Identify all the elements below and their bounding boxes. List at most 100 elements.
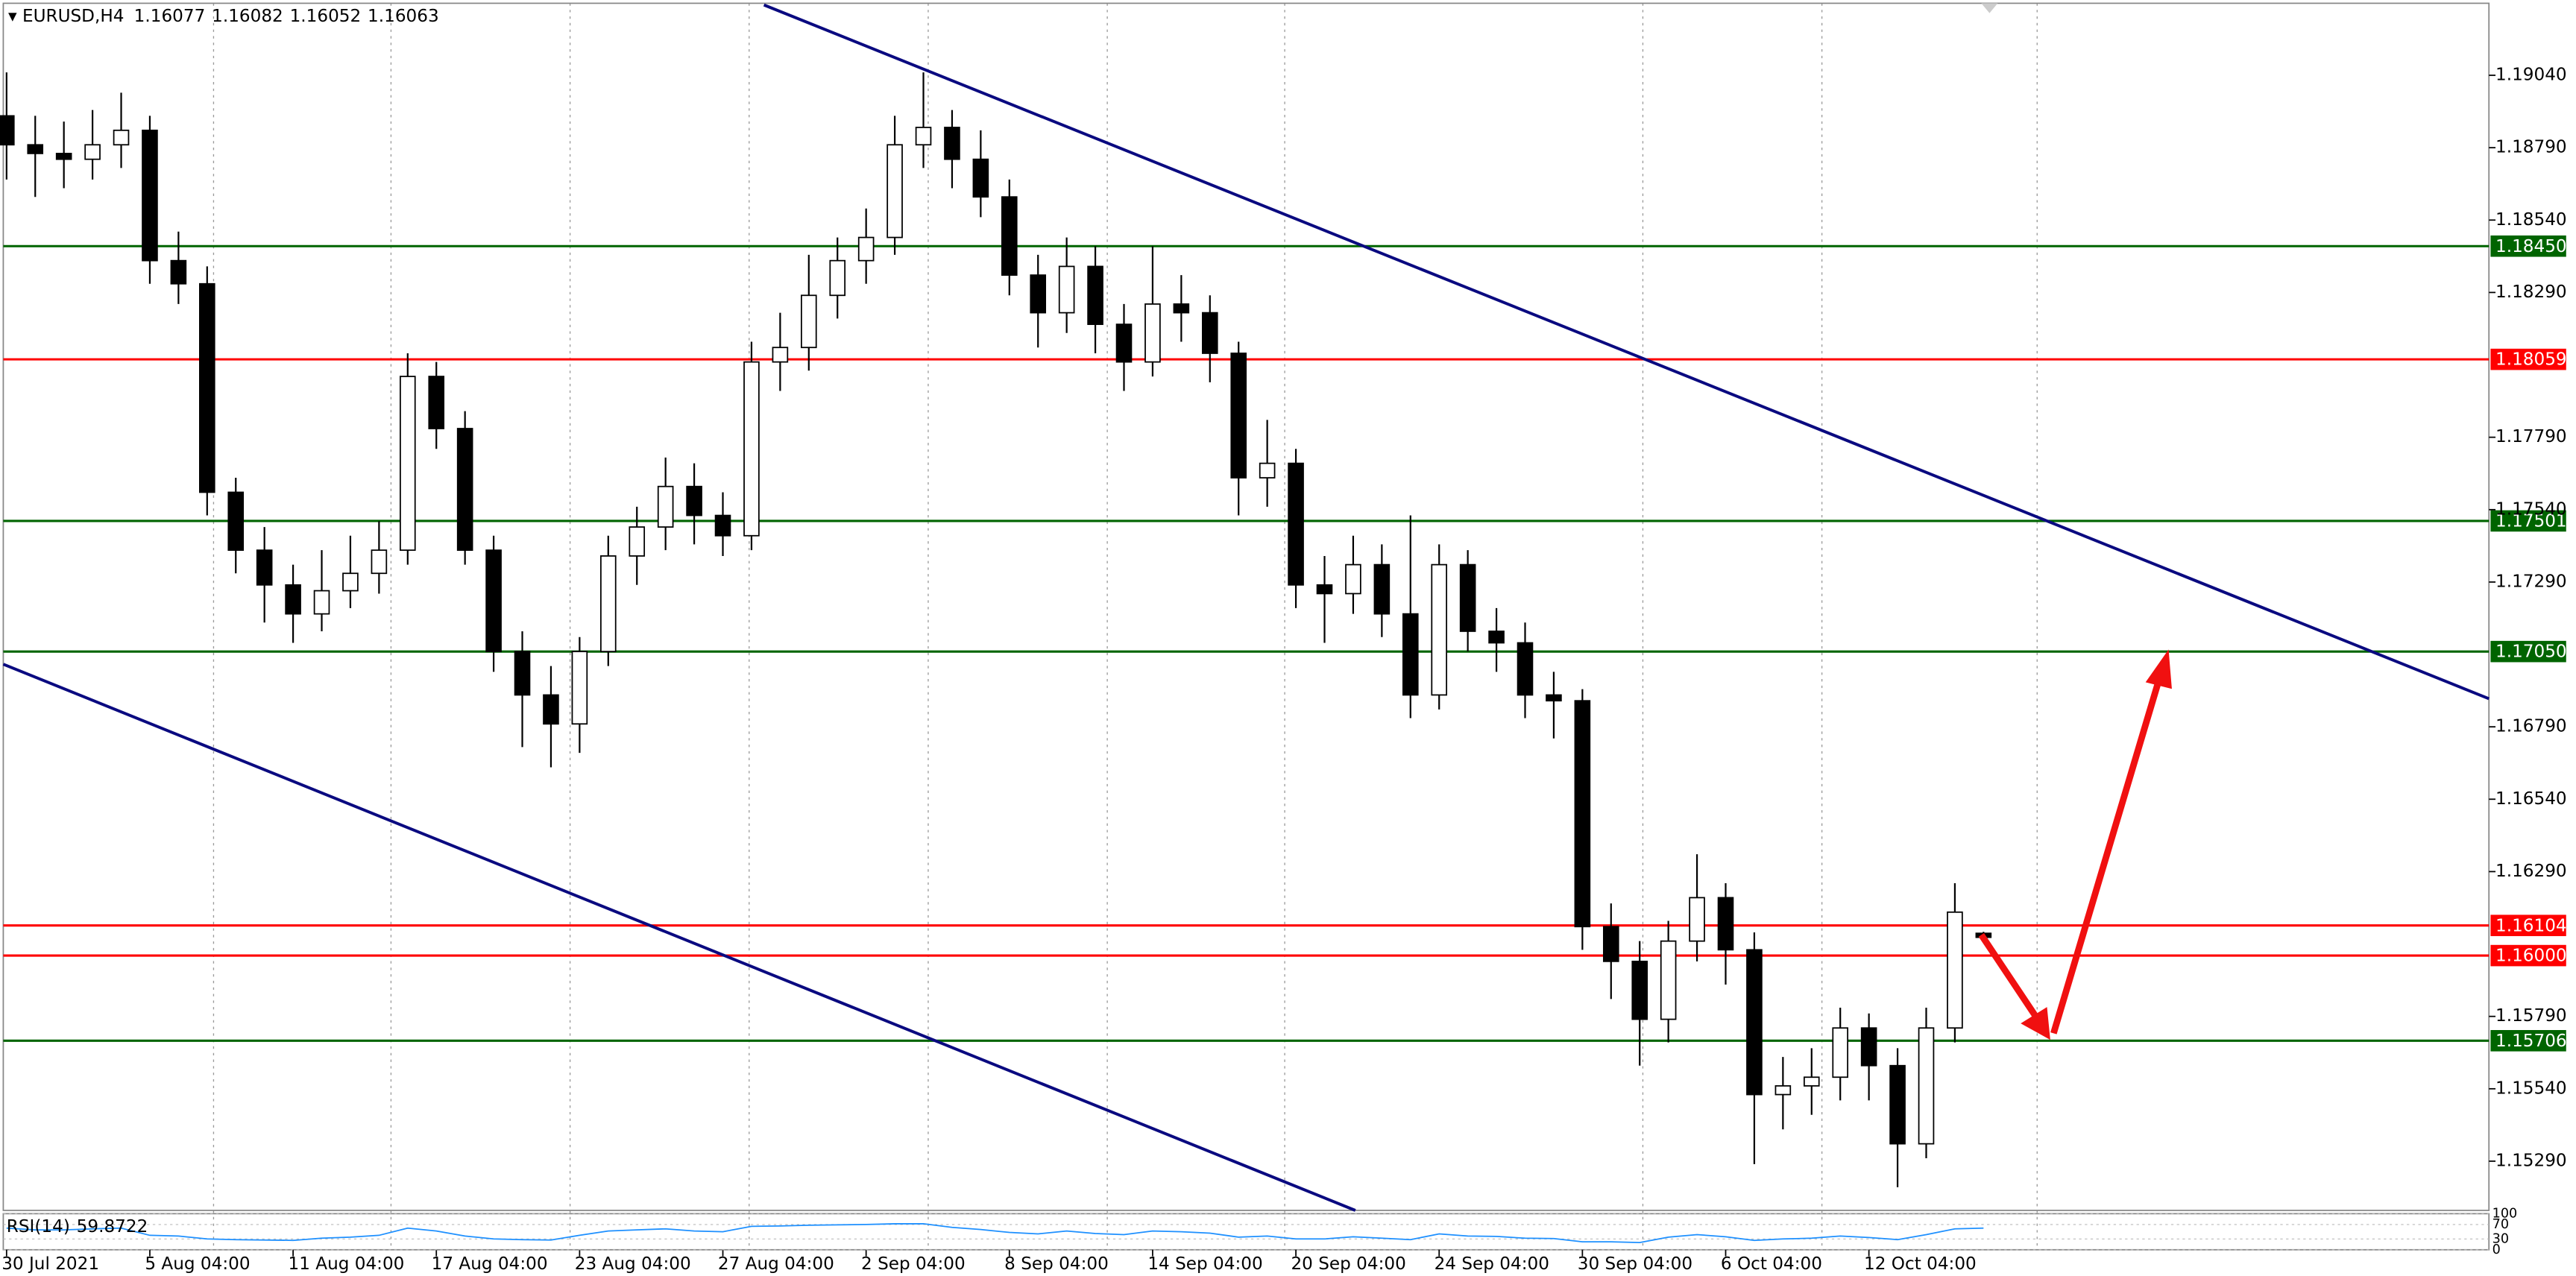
x-tick-label: 8 Sep 04:00 (1004, 1254, 1109, 1274)
y-tick-label: 1.18790 (2495, 138, 2567, 157)
y-tick-label: 1.15540 (2495, 1078, 2567, 1098)
candle-body (342, 572, 359, 592)
candle-body (227, 491, 245, 552)
x-tick-label: 23 Aug 04:00 (575, 1254, 691, 1274)
candle-body (428, 376, 445, 429)
x-tick-label: 30 Sep 04:00 (1578, 1254, 1692, 1274)
candle-body (543, 694, 559, 725)
candle-body (0, 115, 15, 146)
indicator-value: 59.8722 (77, 1216, 148, 1236)
candle-body (27, 144, 44, 154)
candle-body (1631, 960, 1648, 1020)
candle-body (629, 526, 646, 557)
candle-body (170, 259, 187, 285)
symbol: EURUSD,H4 (22, 7, 124, 26)
x-tick-label: 14 Sep 04:00 (1147, 1254, 1262, 1274)
candle-body (1947, 911, 1963, 1029)
candle-body (571, 651, 588, 725)
candle-body (1259, 462, 1276, 479)
candle-body (1001, 196, 1018, 276)
close: 1.16063 (368, 7, 439, 26)
x-tick-label: 11 Aug 04:00 (288, 1254, 404, 1274)
candle-body (1402, 613, 1419, 696)
x-tick-label: 5 Aug 04:00 (145, 1254, 250, 1274)
y-tick-label: 1.17290 (2495, 572, 2567, 591)
level-label: 1.18059 (2495, 350, 2567, 370)
level-labels: 1.18450 1.18059 1.17501 1.17050 1.16104 1.160… (2490, 235, 2567, 1052)
level-label-box (2490, 235, 2566, 257)
candle-body (1774, 1085, 1792, 1096)
level-label-box (2490, 915, 2566, 936)
candle-body (857, 236, 875, 262)
level-label: 1.17050 (2495, 642, 2567, 662)
level-label-box (2490, 510, 2566, 532)
candle-body (84, 144, 101, 160)
candle-body (55, 153, 72, 160)
open: 1.16077 (134, 7, 206, 26)
candle-body (1230, 353, 1247, 479)
candle-body (1373, 563, 1391, 615)
y-tick-label: 1.19040 (2495, 66, 2567, 85)
candles (0, 72, 1992, 1187)
indicator-tick-label: 70 (2492, 1217, 2509, 1232)
x-axis: 30 Jul 2021 5 Aug 04:00 11 Aug 04:00 17 Aug… (1, 1249, 1977, 1274)
candle-body (801, 294, 817, 349)
x-tick-label: 30 Jul 2021 (1, 1254, 99, 1274)
candle-body (1316, 584, 1333, 595)
low: 1.16052 (290, 7, 362, 26)
x-tick-label: 20 Sep 04:00 (1291, 1254, 1405, 1274)
candle-body (944, 127, 960, 160)
x-tick-label: 6 Oct 04:00 (1721, 1254, 1822, 1274)
candle-body (1345, 563, 1361, 595)
candle-body (743, 361, 760, 537)
x-tick-label: 17 Aug 04:00 (432, 1254, 548, 1274)
candle-body (1144, 303, 1161, 363)
y-tick-label: 1.16540 (2495, 789, 2567, 809)
candle-body (199, 282, 215, 493)
candle-body (371, 549, 388, 575)
candle-body (485, 549, 502, 653)
x-tick-label: 24 Sep 04:00 (1435, 1254, 1549, 1274)
candle-body (1431, 563, 1448, 696)
y-axis: 1.19040 1.18790 1.18540 1.18290 1.17790 1.175… (2489, 66, 2567, 1170)
candle-body (1717, 897, 1734, 951)
candle-body (1660, 940, 1677, 1020)
candle-body (1803, 1076, 1820, 1087)
candle-body (772, 347, 789, 363)
candle-body (1201, 312, 1218, 354)
y-tick-label: 1.16790 (2495, 717, 2567, 736)
y-tick-label: 1.18290 (2495, 282, 2567, 302)
level-label: 1.17501 (2495, 512, 2567, 531)
y-tick-label: 1.17790 (2495, 427, 2567, 446)
candle-body (600, 555, 617, 653)
candle-body (915, 127, 932, 146)
level-label-box (2490, 348, 2566, 370)
level-label-box (2490, 944, 2566, 967)
candle-body (972, 158, 989, 198)
indicator-tick-label: 100 (2492, 1206, 2518, 1221)
level-label: 1.16000 (2495, 947, 2567, 966)
upper-trendline (763, 3, 2490, 701)
candle-body (285, 584, 301, 615)
candle-body (1832, 1027, 1849, 1078)
y-tick-label: 1.18540 (2495, 210, 2567, 230)
indicator-tick-label: 0 (2492, 1242, 2501, 1257)
candle-body (1115, 323, 1133, 363)
indicator-name: RSI(14) (7, 1216, 70, 1236)
candle-body (829, 259, 846, 297)
x-tick-label: 2 Sep 04:00 (861, 1254, 966, 1274)
level-label-box (2490, 640, 2566, 663)
candle-body (1689, 897, 1705, 942)
high: 1.16082 (212, 7, 283, 26)
x-tick-label: 27 Aug 04:00 (718, 1254, 834, 1274)
candle-body (887, 144, 903, 239)
candle-body (1459, 563, 1476, 632)
level-label: 1.15706 (2495, 1032, 2567, 1051)
candle-body (456, 428, 473, 552)
candle-body (514, 651, 531, 696)
candle-body (1918, 1027, 1935, 1145)
candle-body (1488, 631, 1505, 644)
candle-body (1602, 926, 1619, 962)
x-tick-label: 12 Oct 04:00 (1864, 1254, 1977, 1274)
